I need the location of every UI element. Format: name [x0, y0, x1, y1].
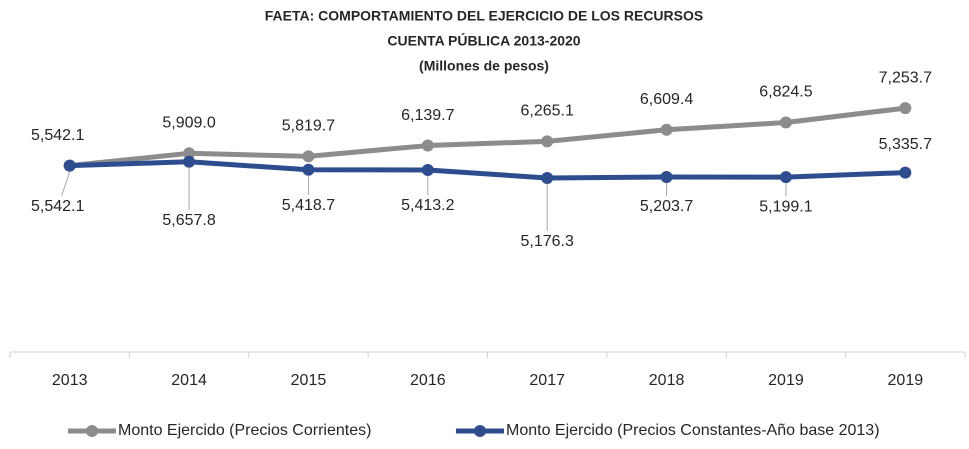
data-label: 5,418.7 — [282, 197, 335, 214]
legend-label: Monto Ejercido (Precios Constantes-Año b… — [506, 422, 880, 439]
point-marker — [660, 171, 673, 184]
point-marker — [899, 102, 912, 115]
data-label: 5,413.2 — [401, 197, 454, 214]
point-marker — [302, 150, 315, 163]
legend-marker — [86, 425, 98, 437]
point-marker — [541, 135, 554, 148]
point-marker — [660, 123, 673, 136]
chart-title: FAETA: COMPORTAMIENTO DEL EJERCICIO DE L… — [265, 8, 703, 24]
chart-title: CUENTA PÚBLICA 2013-2020 — [387, 32, 580, 49]
x-tick-label: 2017 — [529, 372, 565, 389]
data-label: 5,542.1 — [31, 198, 84, 215]
data-label: 6,824.5 — [759, 84, 812, 101]
chart-title: (Millones de pesos) — [419, 58, 549, 74]
point-marker — [421, 163, 434, 176]
data-label: 5,657.8 — [162, 212, 215, 229]
x-tick-label: 2014 — [171, 372, 207, 389]
point-marker — [183, 147, 196, 160]
point-marker — [899, 166, 912, 179]
data-label: 5,909.0 — [162, 115, 215, 132]
data-label: 5,819.7 — [282, 118, 335, 135]
data-label: 5,176.3 — [520, 233, 573, 250]
x-tick-label: 2018 — [649, 372, 685, 389]
x-tick-label: 2013 — [52, 372, 88, 389]
data-label: 5,335.7 — [879, 136, 932, 153]
point-marker — [779, 171, 792, 184]
legend-marker — [474, 425, 486, 437]
point-marker — [779, 116, 792, 129]
data-label: 7,253.7 — [879, 69, 932, 86]
legend-label: Monto Ejercido (Precios Corrientes) — [118, 422, 371, 439]
x-tick-label: 2016 — [410, 372, 446, 389]
data-label: 5,199.1 — [759, 198, 812, 215]
point-marker — [302, 163, 315, 176]
data-label: 6,139.7 — [401, 107, 454, 124]
x-tick-label: 2019 — [768, 372, 804, 389]
x-tick-label: 2015 — [291, 372, 327, 389]
data-label: 5,203.7 — [640, 198, 693, 215]
data-label: 5,542.1 — [31, 127, 84, 144]
point-marker — [541, 171, 554, 184]
x-tick-label: 2019 — [888, 372, 924, 389]
series-line — [69, 105, 906, 169]
series-line — [69, 159, 906, 181]
point-marker — [183, 155, 196, 168]
data-label: 6,609.4 — [640, 91, 693, 108]
leader-line — [61, 171, 71, 196]
point-marker — [421, 139, 434, 152]
point-marker — [63, 159, 76, 172]
data-label: 6,265.1 — [520, 103, 573, 120]
